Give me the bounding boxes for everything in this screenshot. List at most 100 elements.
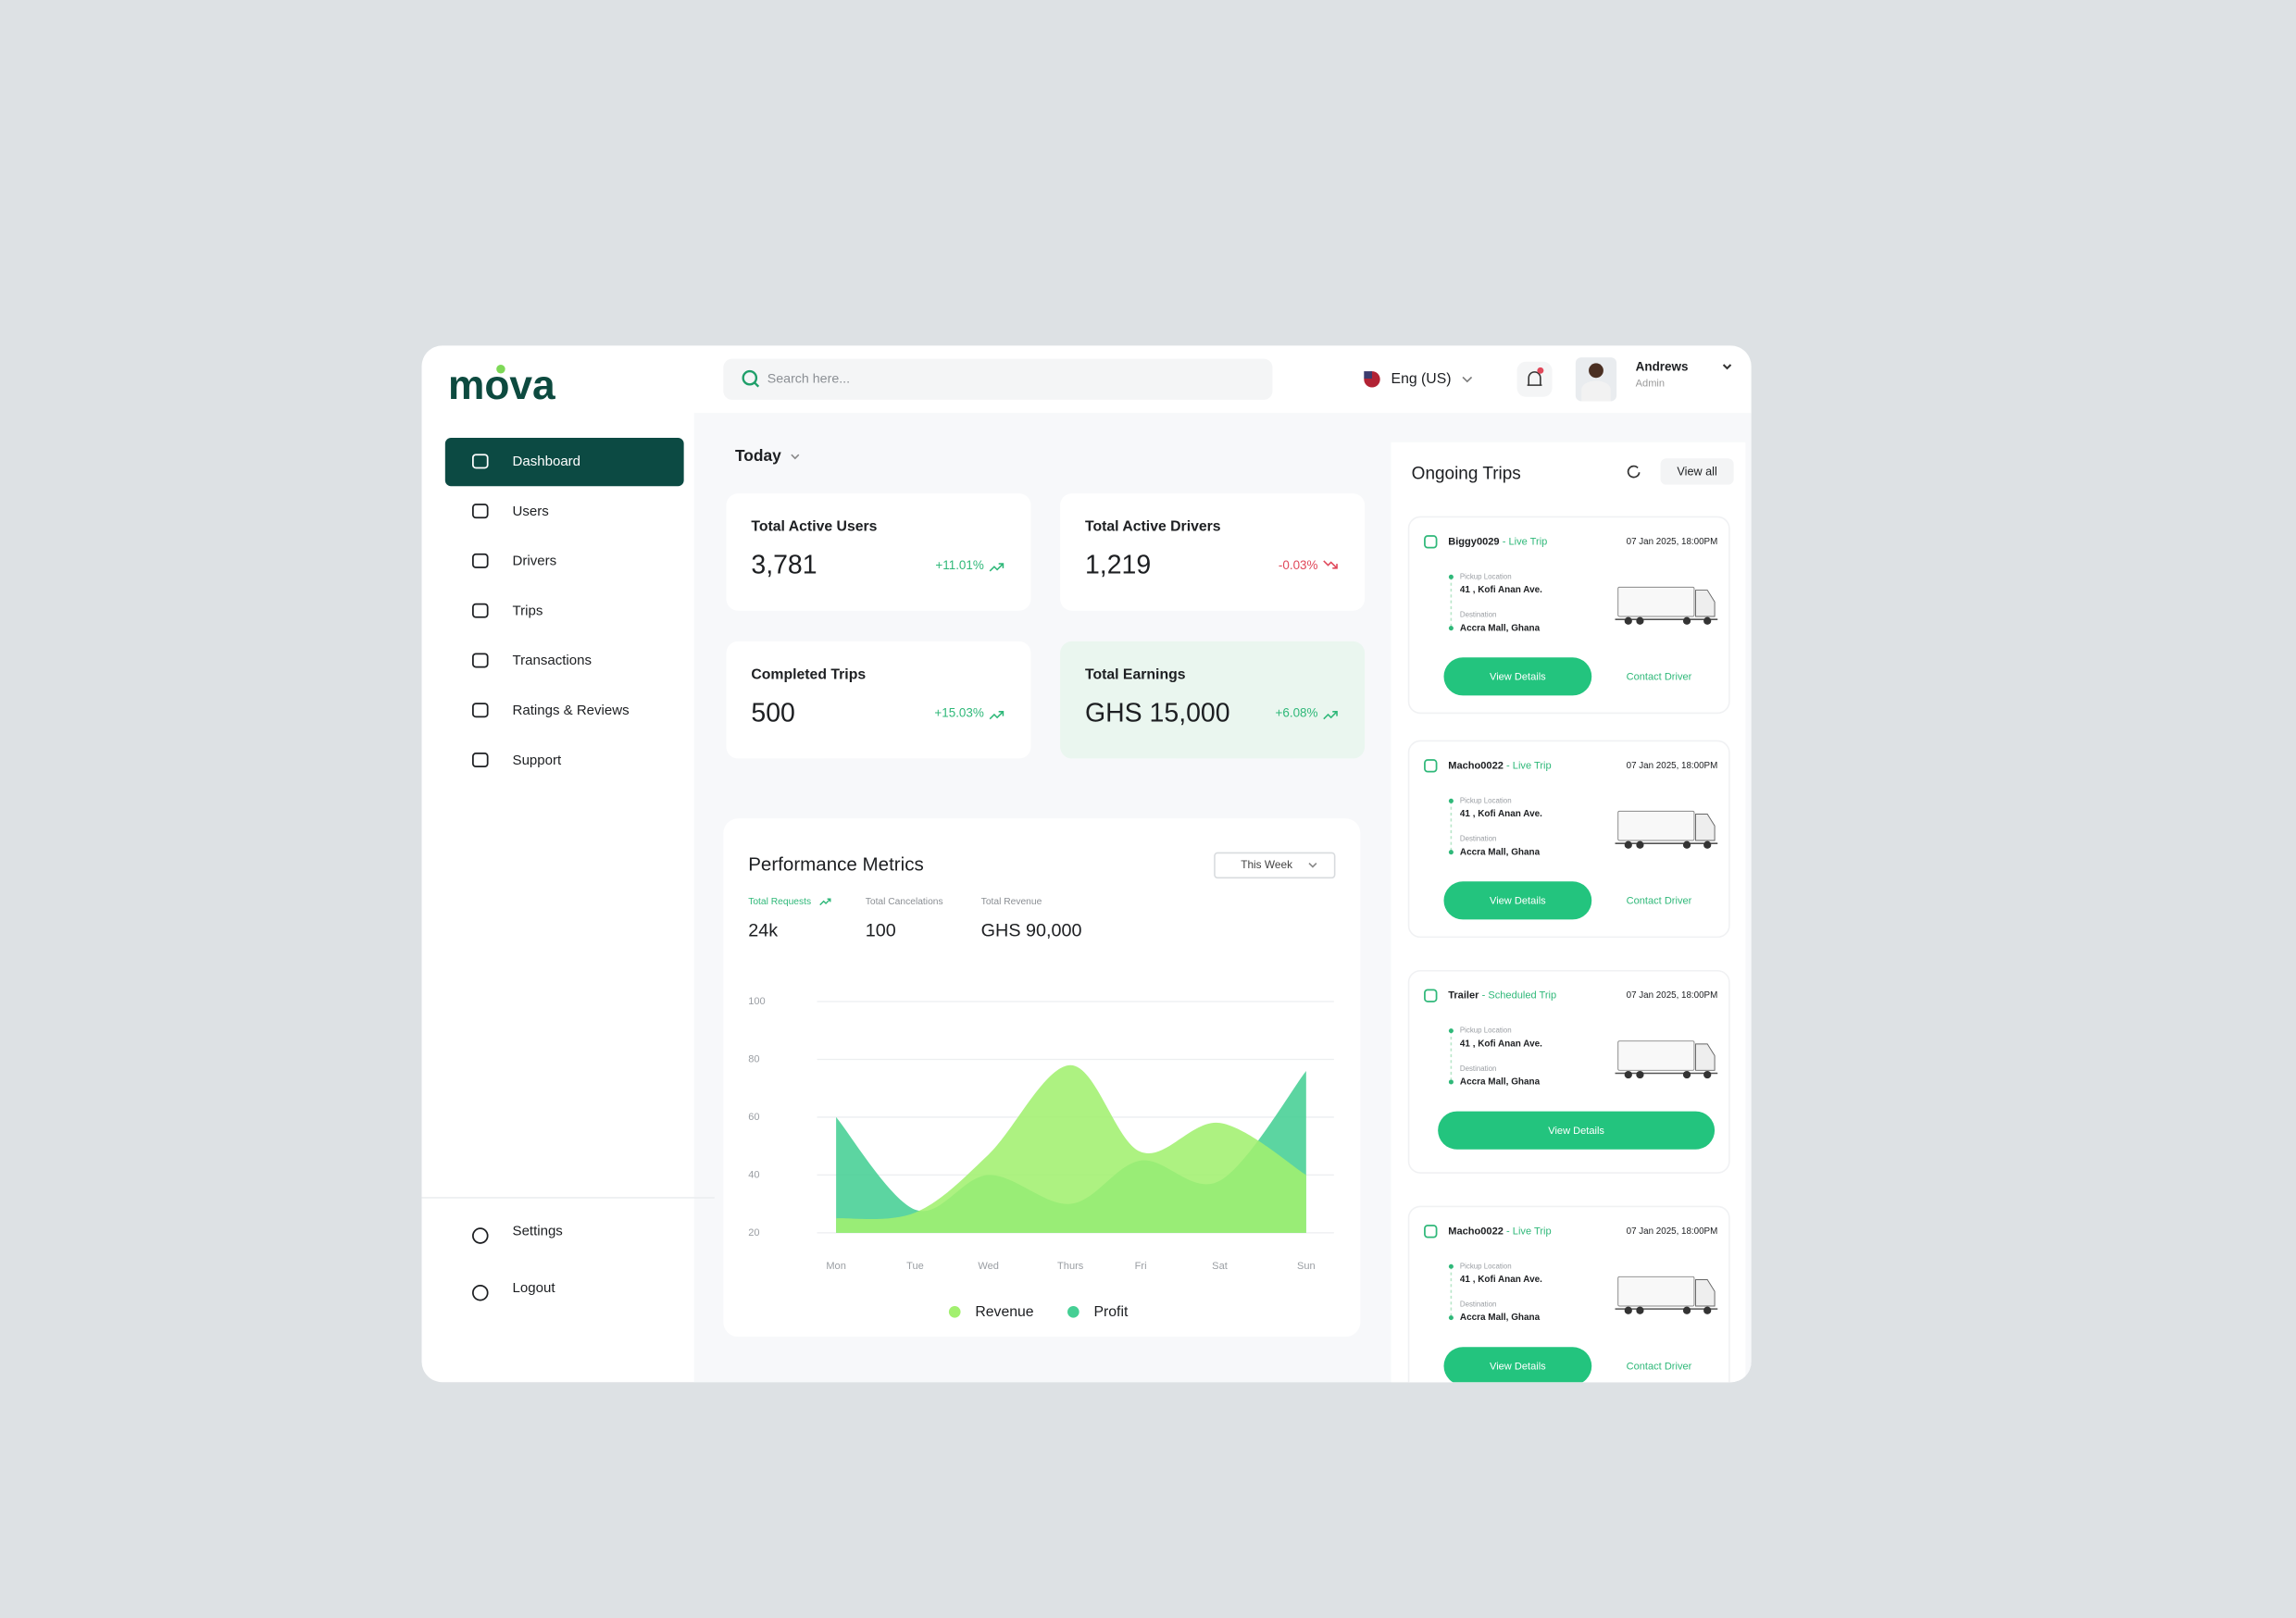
user-name: Andrews xyxy=(1636,360,1689,374)
destination-label: Destination xyxy=(1460,1300,1496,1308)
truck-wheel xyxy=(1703,840,1712,849)
area xyxy=(836,1064,1306,1233)
trip-status: - Live Trip xyxy=(1506,760,1552,771)
range-select[interactable] xyxy=(1214,852,1336,879)
truck-trailer xyxy=(1617,1276,1695,1307)
chevron xyxy=(791,454,800,460)
trip-status: - Live Trip xyxy=(1503,536,1548,547)
metric-value: GHS 90,000 xyxy=(981,920,1082,940)
chevron[interactable] xyxy=(1722,364,1732,370)
contact-driver[interactable]: Contact Driver xyxy=(1627,1362,1692,1373)
pickup: 41 , Kofi Anan Ave. xyxy=(1460,1039,1542,1049)
trip-heading: Macho0022- Live Trip xyxy=(1448,760,1551,771)
legend-swatch xyxy=(1067,1305,1079,1318)
trip-heading: Macho0022- Live Trip xyxy=(1448,1226,1551,1237)
stat-card xyxy=(726,641,1031,759)
trip-time: 07 Jan 2025, 18:00PM xyxy=(1627,1226,1718,1237)
route-dot xyxy=(1448,1263,1454,1269)
y-tick-label: 40 xyxy=(748,1169,759,1180)
nav-icon xyxy=(471,454,489,469)
trip-id: Macho0022 xyxy=(1448,1226,1504,1237)
view-all-button[interactable] xyxy=(1660,458,1734,485)
nav-item[interactable]: Settings xyxy=(513,1223,563,1238)
truck-wheel xyxy=(1636,1306,1644,1314)
destination-label: Destination xyxy=(1460,835,1496,843)
legend-label: Revenue xyxy=(975,1304,1033,1320)
nav-item[interactable]: Transactions xyxy=(513,653,592,668)
metric-value: 24k xyxy=(748,920,778,940)
nav-icon xyxy=(471,603,489,618)
stat-label: Completed Trips xyxy=(751,666,866,682)
view-details-button[interactable] xyxy=(1438,1111,1716,1150)
view-details-button[interactable] xyxy=(1443,881,1592,920)
period[interactable]: Today xyxy=(735,446,781,465)
trip-id: Biggy0029 xyxy=(1448,536,1499,547)
trend-icon xyxy=(989,563,1004,572)
stat-label: Total Active Users xyxy=(751,519,877,535)
avatar-body xyxy=(1581,380,1611,402)
view-details-button[interactable] xyxy=(1443,1347,1592,1385)
pickup: 41 , Kofi Anan Ave. xyxy=(1460,585,1542,595)
metric-label: Total Cancelations xyxy=(866,897,943,907)
search-placeholder: Search here... xyxy=(767,372,850,387)
nav-icon xyxy=(471,1284,489,1301)
truck-cab xyxy=(1695,1279,1716,1307)
trip-status: - Scheduled Trip xyxy=(1482,990,1557,1002)
truck-wheel xyxy=(1682,1070,1691,1079)
nav-item[interactable]: Logout xyxy=(513,1280,556,1296)
truck-wheel xyxy=(1703,1306,1712,1314)
x-tick-label: Mon xyxy=(826,1261,846,1272)
view-details-label: View Details xyxy=(1548,1126,1604,1137)
nav-icon xyxy=(471,504,489,519)
truck-wheel xyxy=(1682,1306,1691,1314)
truck-wheel xyxy=(1682,616,1691,625)
range-label: This Week xyxy=(1241,858,1292,871)
route-dot xyxy=(1448,1079,1454,1085)
truck-wheel xyxy=(1624,840,1632,849)
search-icon xyxy=(753,381,760,388)
flag xyxy=(1364,371,1372,379)
stat-card xyxy=(726,493,1031,611)
trip-id: Macho0022 xyxy=(1448,760,1504,771)
y-tick-label: 60 xyxy=(748,1112,759,1123)
nav-item[interactable]: Trips xyxy=(513,603,543,618)
nav-item[interactable]: Support xyxy=(513,753,562,768)
bell-icon xyxy=(1527,371,1542,386)
pickup-label: Pickup Location xyxy=(1460,1262,1512,1270)
trend-icon xyxy=(1323,711,1338,720)
nav-item[interactable]: Ratings & Reviews xyxy=(513,703,630,718)
notification-dot xyxy=(1537,367,1544,374)
trip-icon xyxy=(1424,989,1438,1002)
truck-wheel xyxy=(1636,840,1644,849)
search-icon xyxy=(742,369,758,386)
trip-icon xyxy=(1424,535,1438,549)
nav-item[interactable]: Users xyxy=(513,504,549,519)
refresh-icon[interactable] xyxy=(1627,465,1641,479)
nav-item[interactable]: Dashboard xyxy=(513,454,580,469)
notifications[interactable] xyxy=(1516,361,1553,397)
truck-cab xyxy=(1695,1043,1716,1071)
destination-label: Destination xyxy=(1460,611,1496,619)
stat-card xyxy=(1060,641,1366,759)
view-details-button[interactable] xyxy=(1443,657,1592,696)
nav-icon xyxy=(471,703,489,718)
truck-cab xyxy=(1695,814,1716,841)
legend-swatch xyxy=(948,1305,961,1318)
stat-card xyxy=(1060,493,1366,611)
nav-item[interactable]: Drivers xyxy=(513,554,557,569)
stat-change: -0.03% xyxy=(1279,558,1318,572)
contact-driver[interactable]: Contact Driver xyxy=(1627,896,1692,907)
trend-icon xyxy=(1323,560,1338,569)
contact-driver[interactable]: Contact Driver xyxy=(1627,672,1692,683)
metric-value: 100 xyxy=(866,920,896,940)
truck-trailer xyxy=(1617,586,1695,617)
stat-change: +11.01% xyxy=(935,558,983,572)
nav-icon xyxy=(471,553,489,568)
route-dot xyxy=(1448,1315,1454,1321)
truck-wheel xyxy=(1624,1306,1632,1314)
search-box[interactable] xyxy=(723,358,1273,400)
language[interactable]: Eng (US) xyxy=(1391,371,1452,387)
truck-wheel xyxy=(1682,840,1691,849)
trend-icon xyxy=(819,898,831,906)
truck-wheel xyxy=(1636,1070,1644,1079)
